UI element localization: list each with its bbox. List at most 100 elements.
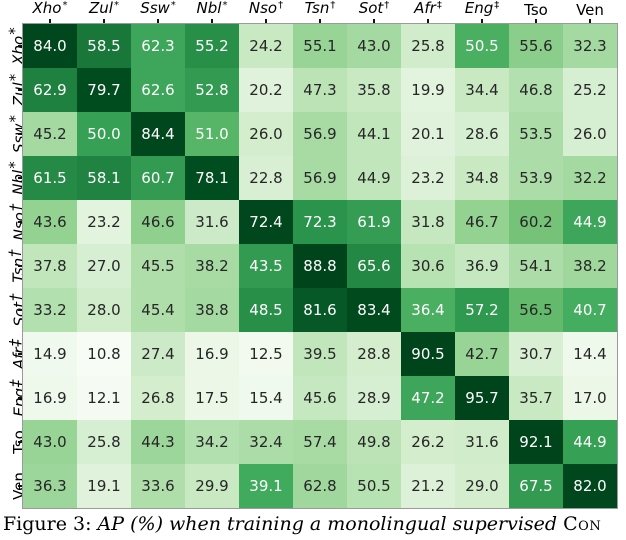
heatmap-cell: 29.9 — [185, 464, 239, 508]
heatmap-cell: 30.6 — [401, 244, 455, 288]
axis-label-text: Sot† — [358, 0, 390, 17]
heatmap-cell: 20.2 — [239, 68, 293, 112]
heatmap-cell: 45.4 — [131, 288, 185, 332]
heatmap-cell: 84.4 — [131, 112, 185, 156]
tick-mark — [401, 19, 455, 24]
heatmap-cell: 90.5 — [401, 332, 455, 376]
heatmap-cell: 62.9 — [23, 68, 77, 112]
heatmap-cell: 34.4 — [455, 68, 509, 112]
heatmap-cell: 43.6 — [23, 200, 77, 244]
x-axis-label-sot: Sot† — [347, 0, 401, 19]
heatmap-cell: 67.5 — [509, 464, 563, 508]
heatmap-cell: 43.5 — [239, 244, 293, 288]
heatmap-cell: 12.1 — [77, 376, 131, 420]
heatmap-cell: 92.1 — [509, 420, 563, 464]
heatmap-cell: 61.9 — [347, 200, 401, 244]
heatmap-cell: 48.5 — [239, 288, 293, 332]
heatmap-cell: 34.2 — [185, 420, 239, 464]
heatmap-cell: 61.5 — [23, 156, 77, 200]
heatmap-cell: 62.8 — [293, 464, 347, 508]
heatmap-cell: 81.6 — [293, 288, 347, 332]
heatmap-cell: 50.5 — [455, 24, 509, 68]
heatmap-cell: 30.7 — [509, 332, 563, 376]
heatmap-cell: 53.5 — [509, 112, 563, 156]
heatmap-cell: 58.1 — [77, 156, 131, 200]
heatmap-cell: 23.2 — [401, 156, 455, 200]
heatmap-cell: 16.9 — [23, 376, 77, 420]
heatmap-cell: 28.8 — [347, 332, 401, 376]
heatmap-cell: 39.5 — [293, 332, 347, 376]
tick-mark — [18, 244, 23, 288]
x-axis-label-eng: Eng‡ — [455, 0, 509, 19]
heatmap-cell: 15.4 — [239, 376, 293, 420]
heatmap-cell: 31.6 — [455, 420, 509, 464]
group-marker: * — [62, 0, 68, 11]
tick-mark — [509, 19, 563, 24]
heatmap-cell: 23.2 — [77, 200, 131, 244]
heatmap-cell: 36.3 — [23, 464, 77, 508]
heatmap-cell: 58.5 — [77, 24, 131, 68]
heatmap-cell: 28.9 — [347, 376, 401, 420]
caption-label: Figure 3: — [3, 513, 92, 535]
tick-mark — [18, 376, 23, 420]
heatmap-cell: 84.0 — [23, 24, 77, 68]
heatmap-cell: 55.6 — [509, 24, 563, 68]
tick-mark — [18, 420, 23, 464]
group-marker: * — [113, 0, 119, 11]
heatmap-cell: 17.5 — [185, 376, 239, 420]
heatmap-cell: 38.2 — [563, 244, 617, 288]
tick-mark — [18, 332, 23, 376]
heatmap-cell: 82.0 — [563, 464, 617, 508]
heatmap-cell: 55.2 — [185, 24, 239, 68]
heatmap-cell: 44.9 — [563, 200, 617, 244]
group-marker: ‡ — [436, 0, 442, 11]
heatmap-cell: 35.7 — [509, 376, 563, 420]
x-axis-labels: Xho* Zul* Ssw* Nbl* Nso† Tsn† Sot† Afr‡ Eng‡ Tso V… — [23, 0, 617, 19]
heatmap-cell: 45.6 — [293, 376, 347, 420]
heatmap-cell: 38.2 — [185, 244, 239, 288]
heatmap-cell: 50.0 — [77, 112, 131, 156]
heatmap-cell: 72.3 — [293, 200, 347, 244]
heatmap-cell: 62.6 — [131, 68, 185, 112]
tick-mark — [77, 19, 131, 24]
tick-mark — [131, 19, 185, 24]
tick-mark — [347, 19, 401, 24]
x-axis-label-zul: Zul* — [77, 0, 131, 19]
heatmap-cell: 43.0 — [347, 24, 401, 68]
heatmap-cell: 26.2 — [401, 420, 455, 464]
axis-label-text: Tsn† — [304, 0, 336, 17]
heatmap-cell: 31.6 — [185, 200, 239, 244]
heatmap-cell: 38.8 — [185, 288, 239, 332]
figure-caption: Figure 3: AP (%) when training a monolin… — [3, 513, 626, 535]
heatmap-cell: 60.2 — [509, 200, 563, 244]
x-axis-label-nso: Nso† — [239, 0, 293, 19]
heatmap-cell: 16.9 — [185, 332, 239, 376]
group-marker: † — [278, 0, 284, 11]
heatmap-cell: 28.6 — [455, 112, 509, 156]
heatmap-cell: 29.0 — [455, 464, 509, 508]
heatmap-cell: 43.0 — [23, 420, 77, 464]
tick-mark — [18, 156, 23, 200]
heatmap-cell: 54.1 — [509, 244, 563, 288]
heatmap-cell: 28.0 — [77, 288, 131, 332]
heatmap-cell: 56.9 — [293, 156, 347, 200]
tick-mark — [18, 288, 23, 332]
axis-label-text: Tso — [524, 1, 548, 19]
heatmap-cell: 88.8 — [293, 244, 347, 288]
y-axis-labels: Xho* Zul* Ssw* Nbl* Nso† Tsn† Sot† Afr‡ Eng‡ Tso V… — [0, 24, 28, 508]
tick-mark — [563, 19, 617, 24]
heatmap-cell: 57.2 — [455, 288, 509, 332]
heatmap-cell: 39.1 — [239, 464, 293, 508]
heatmap-cell: 32.3 — [563, 24, 617, 68]
heatmap-cell: 20.1 — [401, 112, 455, 156]
group-marker: † — [330, 0, 336, 11]
axis-label-text: Ven — [576, 1, 604, 19]
heatmap-cell: 26.8 — [131, 376, 185, 420]
heatmap-cell: 14.4 — [563, 332, 617, 376]
heatmap-cell: 56.5 — [509, 288, 563, 332]
x-axis-label-xho: Xho* — [23, 0, 77, 19]
axis-label-text: Ssw* — [140, 0, 176, 17]
heatmap-cell: 49.8 — [347, 420, 401, 464]
heatmap-cell: 46.6 — [131, 200, 185, 244]
heatmap-cell: 62.3 — [131, 24, 185, 68]
